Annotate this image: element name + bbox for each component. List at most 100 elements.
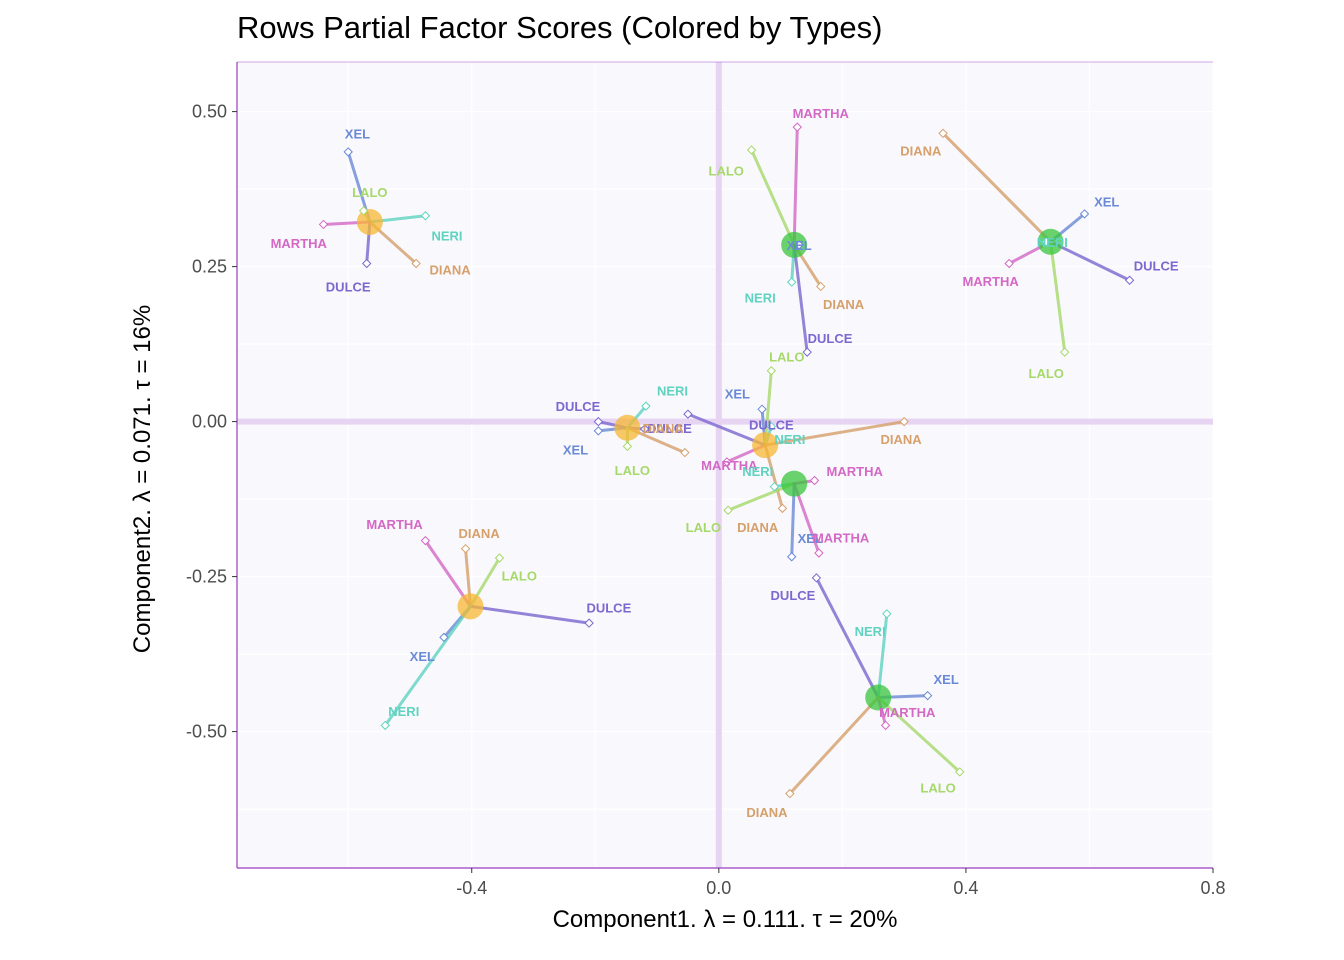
partial-label: DULCE — [647, 421, 692, 436]
partial-point — [938, 128, 948, 139]
partial-point — [746, 145, 757, 155]
partial-label: XEL — [345, 126, 370, 141]
partial-label: XEL — [1094, 195, 1119, 210]
partial-segment — [792, 243, 809, 354]
partial-segment — [941, 131, 1053, 244]
partial-point — [787, 552, 797, 562]
partial-point — [955, 767, 965, 777]
partial-point — [811, 573, 822, 583]
x-axis-title: Component1. λ = 0.111. τ = 20% — [552, 906, 898, 933]
partial-label: XEL — [786, 238, 811, 253]
partial-label: LALO — [709, 164, 744, 179]
partial-point — [880, 720, 891, 731]
partial-point — [639, 424, 650, 434]
partial-point — [794, 240, 804, 250]
partial-label: DULCE — [749, 418, 794, 433]
partial-point — [777, 503, 788, 514]
origin-lines — [237, 62, 1213, 868]
partial-label: DULCE — [771, 588, 816, 603]
partial-point — [584, 618, 594, 628]
partial-point — [358, 206, 369, 216]
partial-point — [787, 277, 797, 287]
partial-label: MARTHA — [813, 531, 870, 546]
partial-point — [792, 122, 802, 132]
partial-point — [757, 404, 767, 414]
partial-label: LALO — [615, 463, 650, 478]
partial-point — [622, 441, 633, 452]
partial-label: NERI — [745, 291, 776, 306]
y-tick-label: 0.25 — [192, 257, 227, 277]
group-center — [781, 470, 808, 497]
y-axis-title: Component2. λ = 0.071. τ = 16% — [129, 304, 156, 654]
partial-label: LALO — [920, 780, 955, 795]
partial-label: DULCE — [326, 279, 371, 294]
group-center — [457, 593, 484, 620]
x-tick-label: 0.8 — [1200, 878, 1225, 898]
partial-segment — [876, 612, 889, 699]
group-center — [614, 414, 641, 441]
partial-label: XEL — [410, 649, 435, 664]
partial-label: NERI — [657, 384, 688, 399]
partial-point — [680, 447, 690, 458]
partial-point — [809, 475, 820, 486]
partial-segment — [750, 148, 796, 247]
x-tick-label: 0.0 — [706, 878, 731, 898]
partial-segment — [468, 604, 591, 625]
partial-point — [362, 258, 372, 269]
chart-title: Rows Partial Factor Scores (Colored by T… — [237, 10, 883, 45]
partial-segment — [792, 125, 799, 247]
partial-label: DULCE — [586, 601, 631, 616]
partial-label: DIANA — [737, 520, 779, 535]
group-center — [356, 208, 383, 235]
partial-point — [785, 788, 795, 799]
partial-label: NERI — [388, 704, 419, 719]
partial-point — [683, 409, 693, 419]
partial-segment — [383, 604, 472, 727]
partial-label: NERI — [1037, 235, 1068, 250]
partial-score-labels: XELLALONERIMARTHADULCEDIANADULCENERIXELD… — [271, 106, 1179, 820]
partial-point — [722, 457, 732, 467]
partial-segment — [686, 412, 767, 447]
partial-label: DULCE — [556, 399, 601, 414]
partial-point — [641, 401, 651, 411]
y-tick-label: -0.50 — [186, 722, 227, 742]
partial-label: XEL — [563, 443, 588, 458]
partial-segment — [1049, 240, 1067, 354]
partial-point — [816, 281, 826, 292]
partial-point — [814, 548, 824, 558]
partial-label: DIANA — [459, 526, 501, 541]
partial-point — [1041, 237, 1051, 247]
partial-label: XEL — [798, 531, 823, 546]
partial-label: XEL — [933, 672, 958, 687]
partial-point — [723, 505, 733, 515]
plot-panel — [237, 62, 1213, 868]
group-center — [781, 231, 808, 258]
group-center — [752, 432, 779, 459]
partial-point — [899, 416, 909, 427]
partial-label: DIANA — [430, 263, 472, 278]
partial-point — [380, 720, 390, 731]
partial-point — [766, 366, 777, 376]
x-tick-label: 0.4 — [953, 878, 978, 898]
partial-label: DIANA — [746, 805, 788, 820]
partial-point — [802, 347, 812, 357]
partial-point — [1004, 258, 1014, 269]
partial-label: MARTHA — [962, 274, 1019, 289]
partial-label: MARTHA — [827, 464, 884, 479]
partial-label: MARTHA — [366, 517, 423, 532]
partial-point — [439, 632, 449, 643]
partial-segment — [788, 696, 880, 796]
partial-segment — [763, 420, 906, 447]
partial-label: LALO — [686, 520, 721, 535]
partial-segment — [876, 696, 962, 774]
partial-segment — [1049, 240, 1132, 282]
partial-label: DULCE — [808, 331, 853, 346]
partial-label: XEL — [725, 387, 750, 402]
partial-label: DIANA — [643, 421, 685, 436]
partial-point — [343, 147, 353, 157]
partial-point — [593, 426, 604, 436]
partial-label: LALO — [769, 350, 804, 365]
y-tick-label: -0.25 — [186, 567, 227, 587]
group-center — [865, 684, 892, 711]
partial-point — [460, 543, 471, 554]
